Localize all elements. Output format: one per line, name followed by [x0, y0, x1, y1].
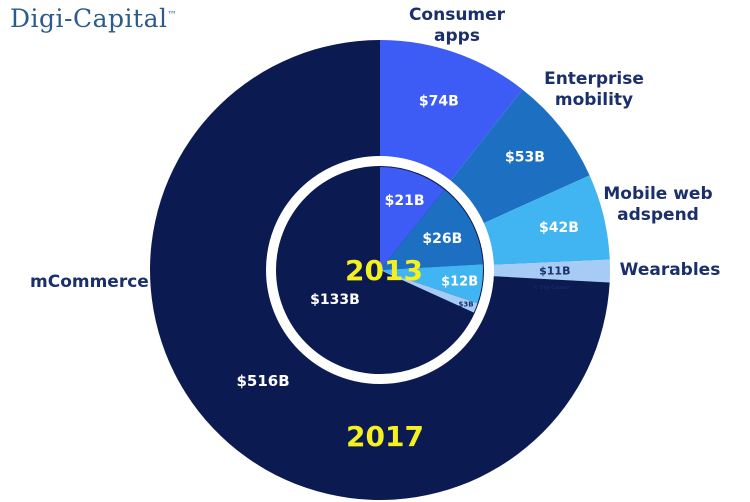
- outer-slice-wearables: [380, 259, 610, 283]
- outer-value-label-wearables: $11B: [539, 265, 570, 278]
- outer-value-labels: $74B $53B $42B $11B $516B: [237, 93, 579, 390]
- trademark-symbol: ™: [167, 10, 177, 21]
- inner-value-label-enterprise-mobility: $26B: [422, 231, 462, 247]
- brand-logo: Digi-Capital™: [10, 4, 177, 33]
- inner-value-label-mobile-web-adspend: $12B: [441, 275, 478, 290]
- copyright-watermark: © Digi-Capital: [533, 284, 569, 291]
- inner-slice-consumer-apps: [380, 167, 445, 270]
- category-label-consumer-apps: Consumer apps: [409, 5, 506, 46]
- category-label-enterprise-mobility: Enterprise mobility: [544, 69, 644, 110]
- inner-slice-wearables: [380, 270, 478, 313]
- outer-value-label-enterprise-mobility: $53B: [505, 150, 545, 166]
- outer-value-label-mobile-web-adspend: $42B: [539, 220, 579, 236]
- outer-value-label-consumer-apps: $74B: [419, 93, 459, 109]
- category-label-wearables: Wearables: [620, 260, 721, 280]
- inner-value-label-consumer-apps: $21B: [385, 193, 425, 209]
- outer-value-label-mcommerce: $516B: [237, 372, 290, 390]
- category-label-mobile-web-adspend: Mobile web adspend: [603, 184, 712, 225]
- inner-pie-2013: [277, 167, 484, 373]
- inner-value-label-wearables: $3B: [459, 301, 474, 309]
- inner-slice-enterprise-mobility: [380, 189, 483, 270]
- inner-slice-mobile-web-adspend: [380, 264, 484, 304]
- year-label-2017: 2017: [346, 420, 424, 453]
- year-label-2013: 2013: [345, 254, 423, 287]
- category-labels: Consumer apps Enterprise mobility Mobile web…: [30, 5, 720, 292]
- category-label-mcommerce: mCommerce: [30, 272, 149, 292]
- inner-value-labels: $21B $26B $12B $3B $133B: [310, 193, 478, 309]
- brand-name: Digi-Capital: [10, 4, 168, 33]
- inner-value-label-mcommerce: $133B: [310, 292, 360, 308]
- inner-slice-mcommerce: [277, 167, 474, 373]
